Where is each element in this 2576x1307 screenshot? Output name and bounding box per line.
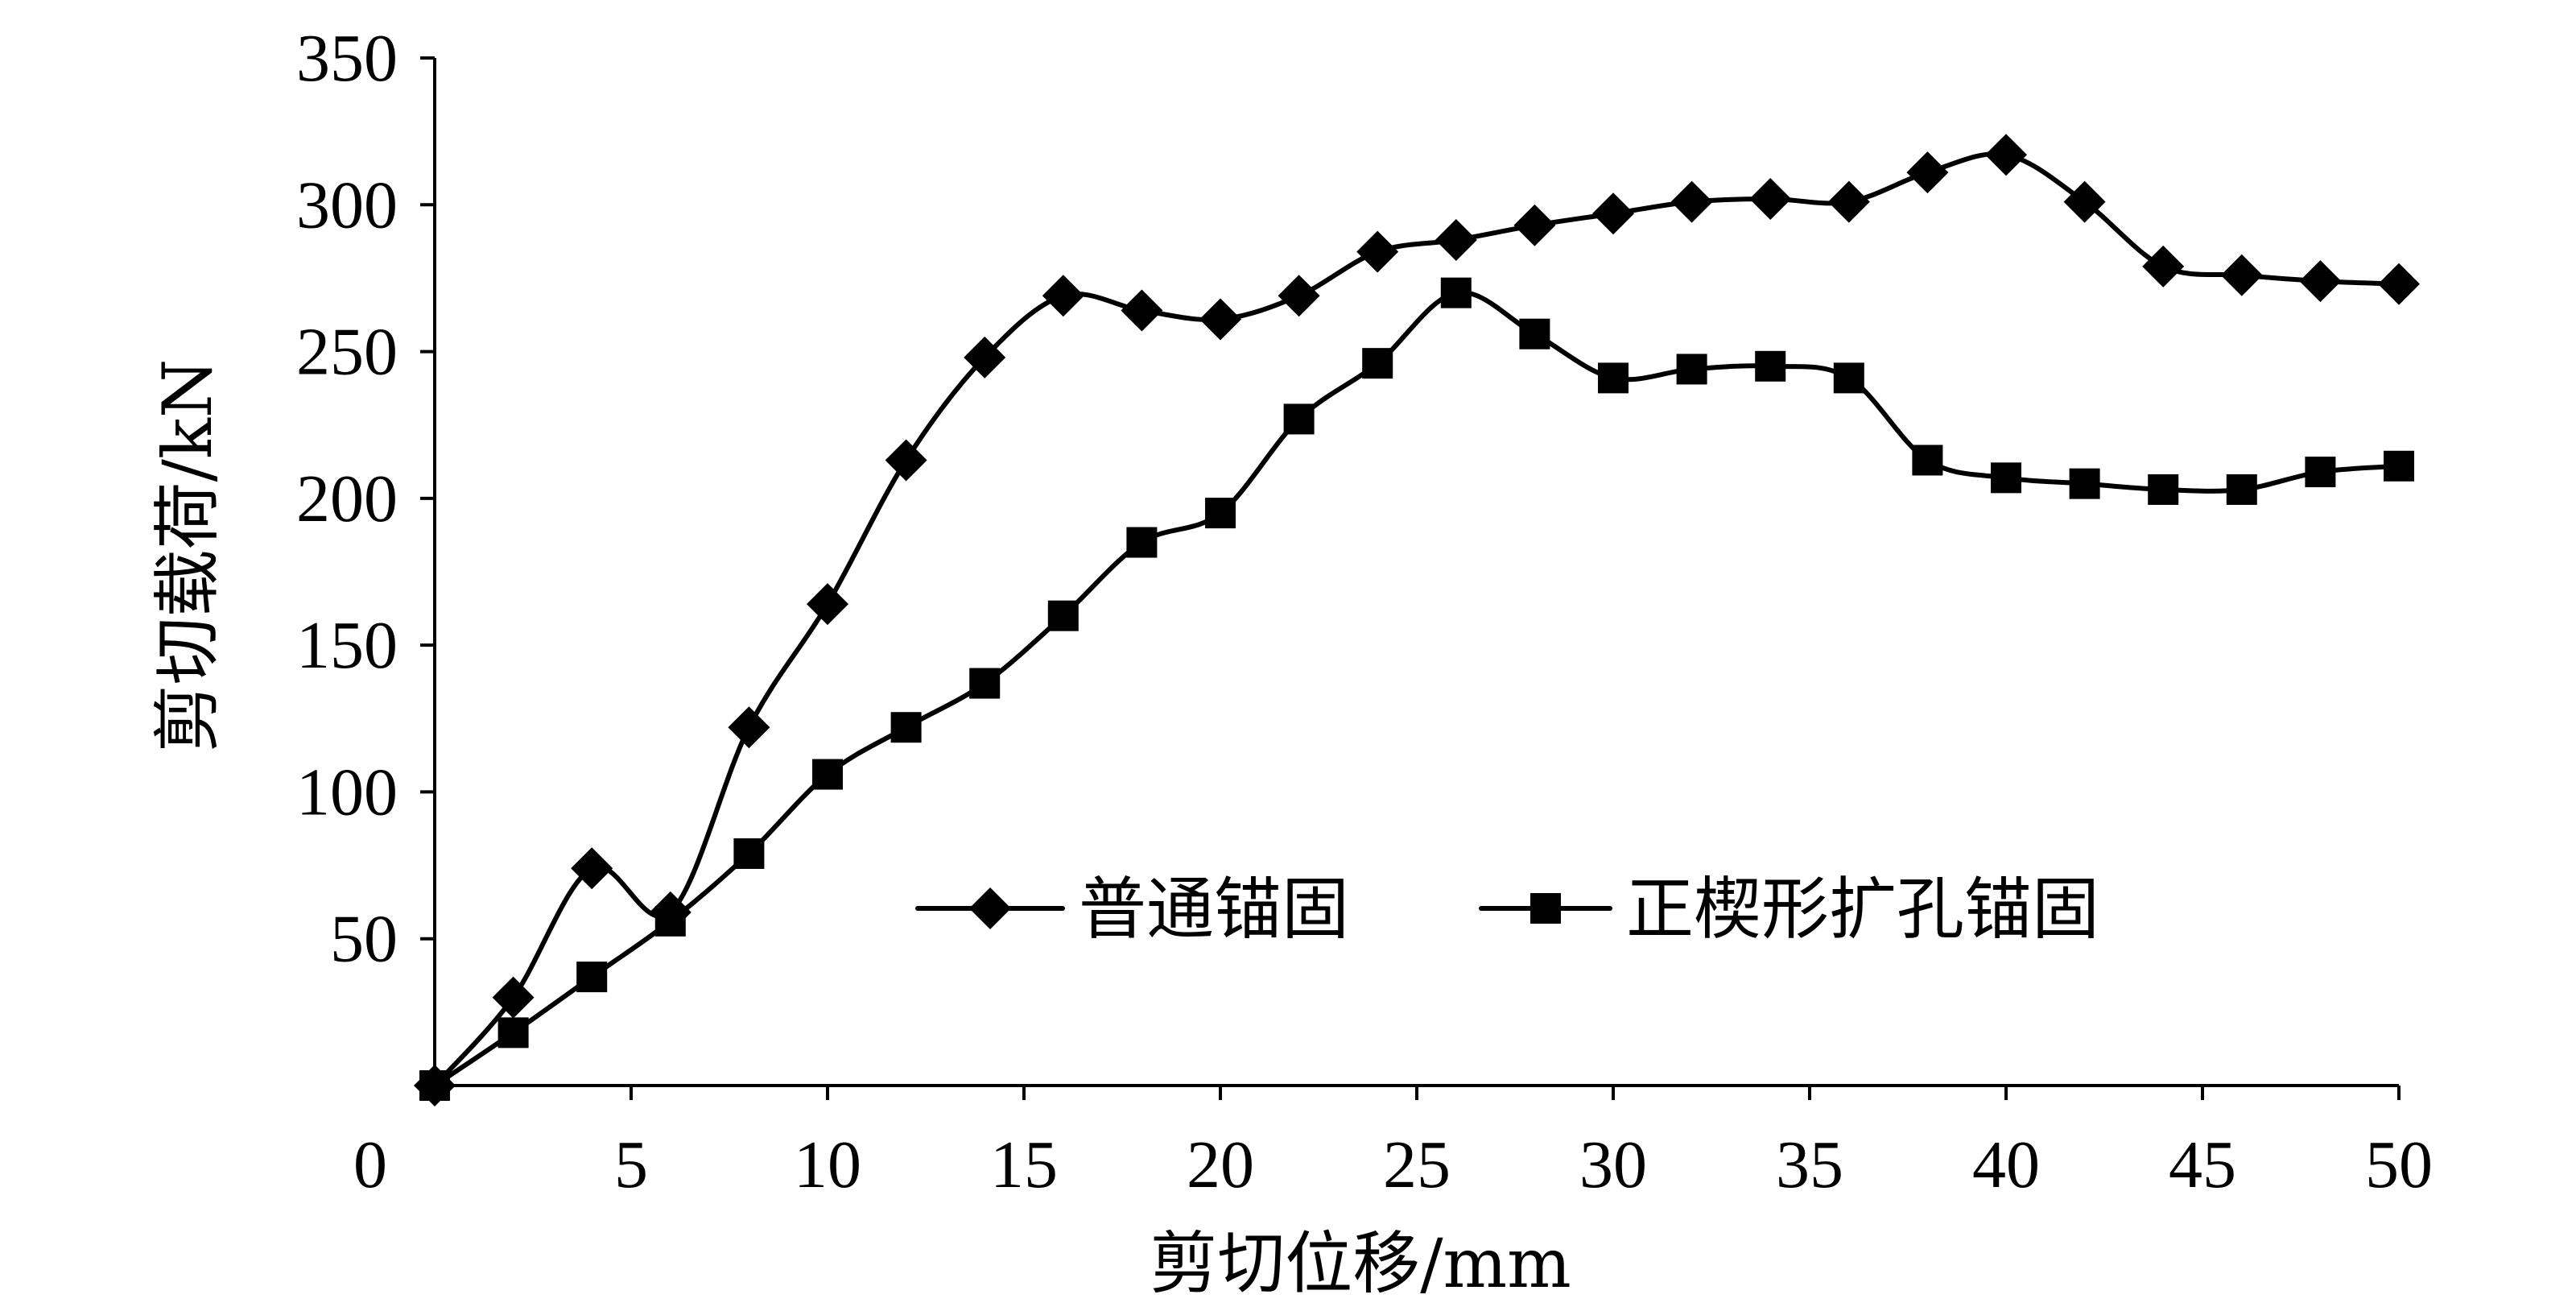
series-1-point — [1199, 298, 1241, 341]
legend-swatch-marker — [1530, 893, 1561, 924]
y-ticks: 50 100 150 200 250 300 350 — [296, 21, 435, 977]
legend: 普通锚固 正楔形扩孔锚固 — [915, 870, 2099, 949]
x-tick-label: 30 — [1579, 1127, 1647, 1202]
series-1-point — [1592, 192, 1634, 235]
series-2-point — [1205, 498, 1236, 529]
y-tick-label: 350 — [296, 21, 398, 96]
x-tick-label: 5 — [614, 1127, 648, 1202]
series-1-point — [1670, 180, 1713, 223]
series-1-point — [2378, 263, 2420, 305]
series-2-point — [1126, 527, 1158, 558]
series-1-point — [885, 439, 927, 482]
series-2-point — [1440, 277, 1472, 308]
y-tick-label: 100 — [296, 755, 398, 829]
series-2-point — [2226, 474, 2257, 505]
series-2-point — [969, 668, 1001, 699]
series-2 — [419, 277, 2414, 1101]
series-2-point — [1047, 600, 1079, 631]
series-1-point — [571, 847, 613, 890]
series-1-point — [1435, 219, 1477, 262]
x-axis-title: 剪切位移/mm — [1150, 1224, 1571, 1303]
series-1-point — [964, 336, 1006, 378]
series-1-point — [728, 706, 770, 749]
series-1-point — [1121, 289, 1163, 332]
y-tick-label: 50 — [330, 902, 398, 977]
series-1-point — [1278, 275, 1320, 317]
series-2-point — [2305, 457, 2336, 488]
x-ticks: 0 5 10 15 20 25 30 35 40 45 50 — [353, 1086, 2433, 1202]
x-tick-label: 25 — [1383, 1127, 1451, 1202]
legend-swatch-marker — [969, 887, 1011, 929]
series-layer — [414, 134, 2420, 1106]
series-1 — [414, 134, 2420, 1106]
x-tick-label: 0 — [353, 1127, 387, 1202]
series-1-line — [432, 151, 2401, 1088]
series-1-point — [2142, 245, 2185, 287]
x-tick-label: 40 — [1972, 1127, 2040, 1202]
series-2-point — [812, 759, 843, 790]
y-tick-label: 250 — [296, 315, 398, 390]
series-1-point — [1985, 134, 2027, 176]
y-axis-title: 剪切载荷/kN — [148, 359, 227, 753]
series-1-point — [1906, 151, 1949, 194]
y-tick-label: 300 — [296, 168, 398, 242]
y-tick-label: 200 — [296, 461, 398, 536]
series-1-point — [492, 976, 535, 1019]
series-2-point — [1676, 354, 1707, 385]
series-2-point — [2069, 468, 2100, 499]
series-2-point — [1991, 462, 2021, 494]
series-2-point — [1833, 362, 1864, 394]
series-1-point — [2220, 254, 2263, 296]
series-1-point — [1827, 180, 1870, 223]
series-1-point — [807, 583, 848, 626]
axes — [433, 58, 2399, 1087]
x-tick-label: 45 — [2169, 1127, 2236, 1202]
series-1-point — [2299, 260, 2342, 303]
legend-entry-2: 正楔形扩孔锚固 — [1479, 870, 2099, 949]
legend-label: 普通锚固 — [1079, 870, 1349, 949]
series-2-point — [1283, 403, 1315, 435]
series-2-point — [576, 962, 608, 993]
series-1-point — [1749, 177, 1792, 220]
series-2-point — [654, 905, 686, 937]
x-tick-label: 20 — [1187, 1127, 1254, 1202]
series-2-point — [733, 838, 765, 869]
series-2-point — [1598, 362, 1629, 394]
series-2-point — [419, 1070, 450, 1101]
series-2-point — [1362, 348, 1393, 379]
legend-entry-1: 普通锚固 — [915, 870, 1349, 949]
series-2-point — [890, 712, 922, 743]
series-2-point — [2148, 474, 2179, 505]
series-2-point — [497, 1017, 529, 1048]
y-tick-label: 150 — [296, 608, 398, 683]
series-2-line — [432, 290, 2401, 1088]
series-1-point — [1042, 275, 1084, 317]
legend-label: 正楔形扩孔锚固 — [1626, 870, 2099, 949]
series-2-point — [1755, 350, 1786, 382]
x-tick-label: 35 — [1776, 1127, 1843, 1202]
series-1-point — [2063, 180, 2106, 223]
series-1-point — [1513, 204, 1556, 246]
x-tick-label: 15 — [990, 1127, 1058, 1202]
series-2-point — [1519, 318, 1550, 349]
series-2-point — [1912, 445, 1943, 476]
x-tick-label: 10 — [794, 1127, 861, 1202]
x-tick-label: 50 — [2365, 1127, 2433, 1202]
series-1-point — [1356, 230, 1399, 273]
series-2-point — [2384, 450, 2414, 482]
